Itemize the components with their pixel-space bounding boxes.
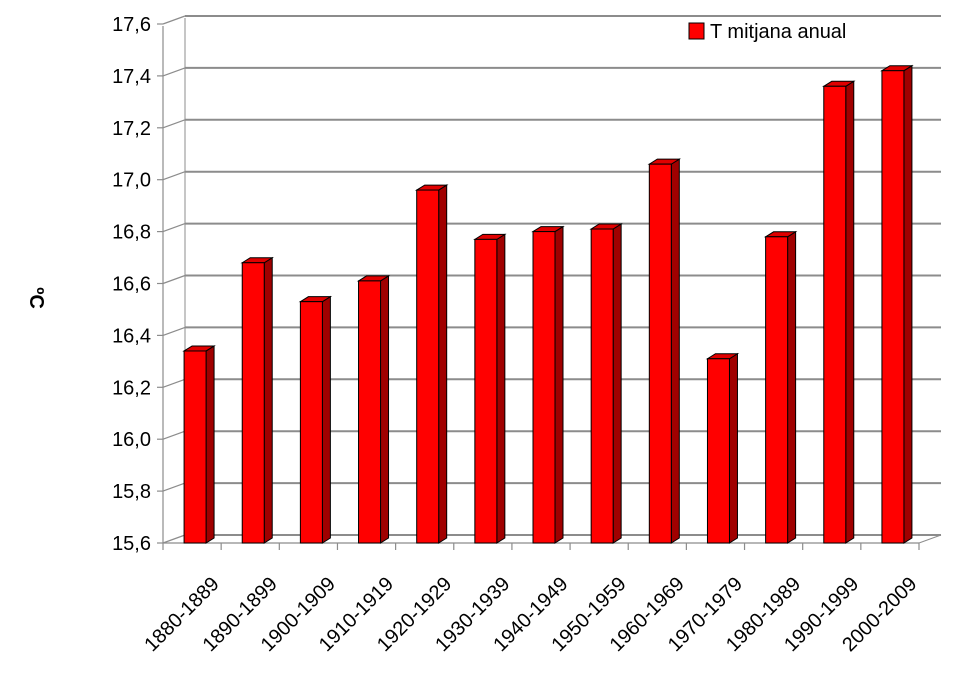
y-tick-label: 16,8 — [112, 222, 151, 244]
bar-side — [728, 352, 738, 544]
y-tick-label: 16,0 — [112, 429, 151, 451]
y-tick-label: 17,6 — [112, 14, 151, 36]
y-axis-title: ºC — [25, 287, 47, 309]
gridline-diagonal — [162, 378, 186, 388]
bar-side — [496, 233, 506, 544]
gridline-diagonal — [162, 119, 186, 129]
bar-side — [903, 64, 913, 544]
gridline-diagonal — [162, 67, 186, 77]
legend: T mitjana anual — [688, 21, 846, 43]
bar-side — [845, 80, 855, 544]
gridline-diagonal — [162, 482, 186, 492]
bar-side — [263, 256, 273, 544]
bar — [358, 280, 382, 544]
bar — [765, 236, 789, 544]
bar-side — [321, 295, 331, 544]
gridline-diagonal — [162, 171, 186, 181]
gridline-diagonal — [162, 534, 186, 544]
y-tick-label: 16,2 — [112, 377, 151, 399]
bar-side — [554, 225, 564, 544]
floor-right-edge — [918, 534, 942, 544]
gridline-diagonal — [162, 430, 186, 440]
y-tick-label: 15,6 — [112, 533, 151, 555]
bar — [706, 358, 730, 544]
legend-swatch — [688, 22, 705, 40]
gridline-diagonal — [162, 274, 186, 285]
bar-side — [438, 184, 448, 544]
bar — [590, 228, 614, 544]
gridline-diagonal — [162, 15, 186, 25]
axis-labels: 15,6 15,8 16,0 16,2 16,4 16,6 16,8 17,0 17,2 17,4… — [112, 14, 921, 656]
bar — [416, 189, 440, 544]
y-tick-label: 17,2 — [112, 118, 151, 140]
bar — [299, 301, 323, 544]
bar — [183, 350, 207, 544]
bar-side — [612, 223, 622, 544]
y-tick-label: 17,0 — [112, 170, 151, 192]
bar — [881, 70, 905, 544]
bar-side — [205, 345, 215, 544]
bar — [532, 231, 556, 544]
y-tick-label: 15,8 — [112, 481, 151, 503]
gridline-diagonal — [162, 326, 186, 336]
legend-label: T mitjana anual — [710, 21, 846, 43]
bar — [648, 163, 672, 544]
bar-side — [380, 275, 390, 544]
y-tick-label: 17,4 — [112, 66, 151, 88]
bar — [474, 238, 498, 544]
y-tick-label: 16,6 — [112, 274, 151, 296]
bar — [823, 85, 847, 544]
bar-side — [670, 158, 680, 544]
gridline-diagonal — [162, 223, 186, 233]
bar-side — [787, 230, 797, 544]
y-tick-label: 16,4 — [112, 325, 151, 347]
bars — [182, 64, 914, 544]
bar — [241, 262, 265, 544]
